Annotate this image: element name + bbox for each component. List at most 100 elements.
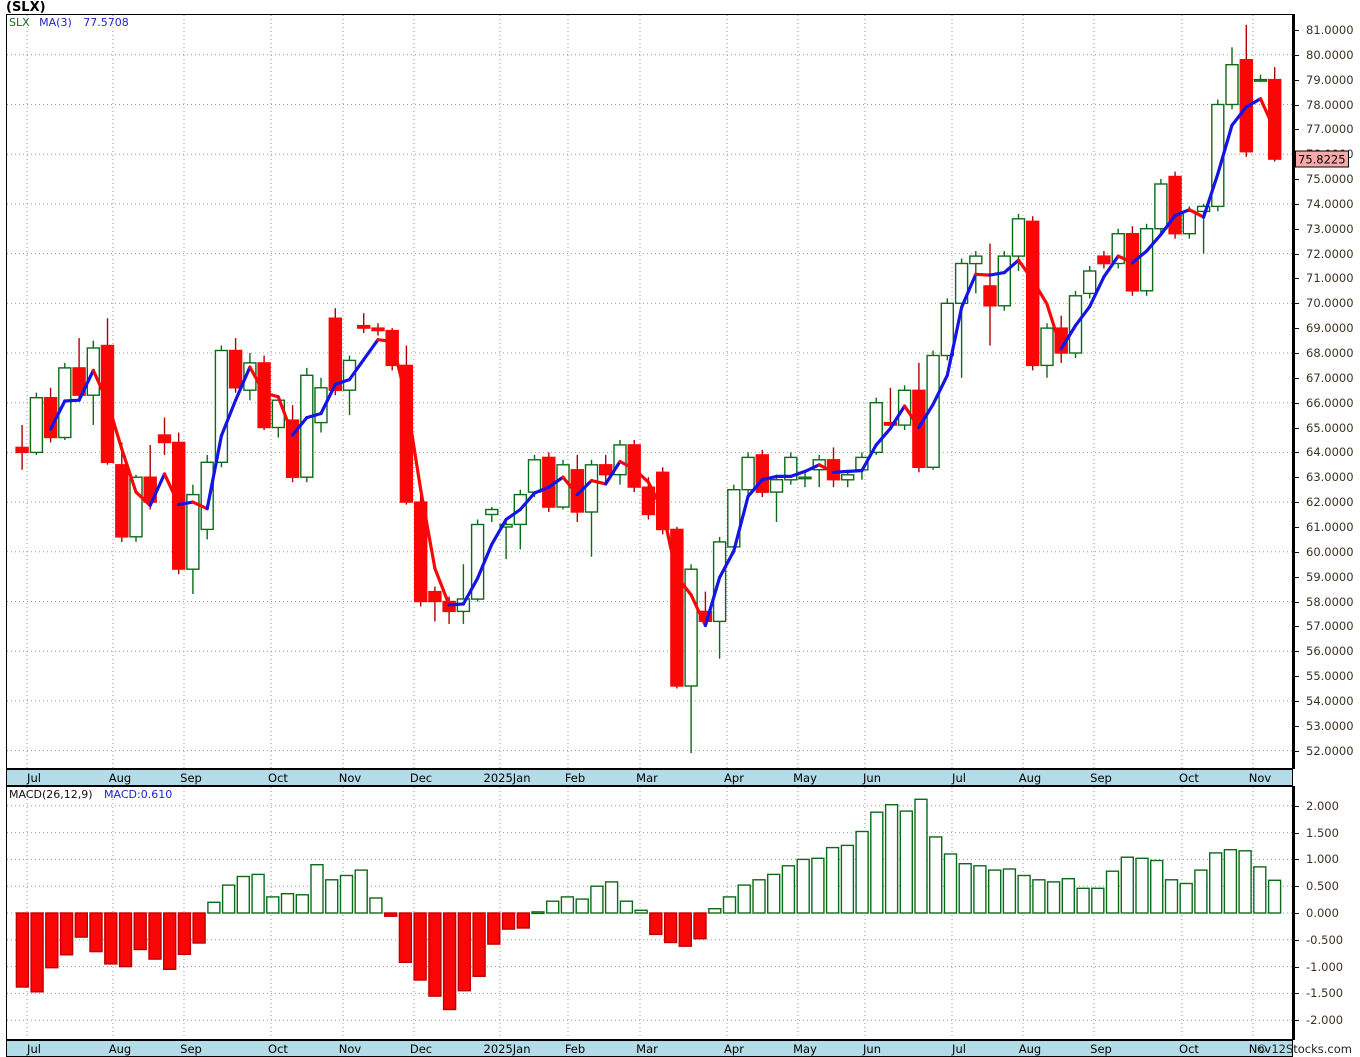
price-axis-label: 75.0000 bbox=[1306, 172, 1354, 186]
price-axis-tick bbox=[1293, 278, 1299, 280]
date-axis-label: Jun bbox=[863, 1042, 881, 1056]
macd-axis-tick bbox=[1293, 939, 1299, 941]
macd-axis-tick bbox=[1293, 886, 1299, 888]
macd-axis-label: 1.000 bbox=[1306, 852, 1339, 867]
date-axis-label: Sep bbox=[180, 1042, 202, 1056]
date-axis-label: May bbox=[793, 771, 817, 785]
date-axis-label: Jul bbox=[27, 771, 41, 785]
copyright-notice: © 12Stocks.com bbox=[1256, 1042, 1352, 1056]
price-legend-value: 77.5708 bbox=[83, 16, 129, 29]
price-axis-label: 59.0000 bbox=[1306, 569, 1354, 584]
date-axis-label: Jul bbox=[952, 1042, 966, 1056]
date-axis-label: Sep bbox=[180, 771, 202, 785]
price-axis-label: 72.0000 bbox=[1306, 246, 1354, 261]
price-axis-label: 62.0000 bbox=[1306, 495, 1354, 510]
macd-axis-tick bbox=[1293, 805, 1299, 807]
price-axis-label: 57.0000 bbox=[1306, 619, 1354, 634]
macd-value-axis: -2.000 -1.500 -1.000 -0.500 0.000 0.500 1.000 1… bbox=[1293, 786, 1360, 1040]
price-axis-label: 65.0000 bbox=[1306, 420, 1354, 435]
price-legend-symbol: SLX bbox=[9, 16, 30, 29]
price-axis-tick bbox=[1293, 402, 1299, 404]
macd-axis-tick bbox=[1293, 913, 1299, 914]
date-axis-label: Oct bbox=[1179, 1042, 1199, 1056]
date-axis-label: Aug bbox=[1018, 1042, 1042, 1056]
price-axis-tick bbox=[1293, 328, 1299, 330]
date-axis-label: Nov bbox=[1248, 1042, 1272, 1056]
date-axis-label: Apr bbox=[724, 771, 744, 785]
price-axis-label: 56.0000 bbox=[1306, 644, 1354, 659]
date-axis-label: Nov bbox=[338, 1042, 362, 1056]
price-axis-label: 73.0000 bbox=[1306, 221, 1354, 236]
macd-legend-label: MACD(26,12,9) bbox=[9, 788, 93, 801]
date-axis-label: Oct bbox=[268, 1042, 288, 1056]
macd-axis-label: -2.000 bbox=[1306, 1013, 1344, 1028]
macd-legend: MACD(26,12,9) MACD:0.610 bbox=[9, 788, 172, 801]
price-chart-canvas bbox=[7, 15, 1292, 768]
price-axis-label: 79.0000 bbox=[1306, 72, 1354, 87]
macd-chart-panel[interactable]: MACD(26,12,9) MACD:0.610 bbox=[6, 786, 1293, 1040]
date-axis-label: Dec bbox=[409, 771, 433, 785]
price-axis-label: 61.0000 bbox=[1306, 519, 1354, 534]
price-axis-label: 58.0000 bbox=[1306, 594, 1354, 609]
price-axis-tick bbox=[1293, 353, 1299, 354]
macd-axis-label: -1.000 bbox=[1306, 959, 1344, 974]
macd-date-axis: Jul Aug Sep Oct Nov Dec 2025Jan Feb Mar Apr May Jun… bbox=[6, 1040, 1293, 1057]
price-axis-label: 77.0000 bbox=[1306, 122, 1354, 137]
price-axis-tick bbox=[1293, 725, 1299, 727]
price-axis-tick bbox=[1293, 129, 1299, 131]
date-axis-label: Mar bbox=[636, 1042, 658, 1056]
date-axis-label: May bbox=[793, 1042, 817, 1056]
price-axis-label: 81.0000 bbox=[1306, 22, 1354, 37]
date-axis-label: Feb bbox=[564, 771, 586, 785]
price-axis-tick bbox=[1293, 576, 1299, 578]
date-axis-label: Apr bbox=[724, 1042, 744, 1056]
price-axis-tick bbox=[1293, 179, 1299, 180]
date-axis-label: Jul bbox=[27, 1042, 41, 1056]
date-axis-label: Jun bbox=[863, 771, 881, 785]
date-axis-label: Dec bbox=[409, 1042, 433, 1056]
price-axis-tick bbox=[1293, 626, 1299, 628]
price-axis-tick bbox=[1293, 750, 1299, 752]
macd-axis-tick bbox=[1293, 859, 1299, 861]
date-axis-label: Aug bbox=[1018, 771, 1042, 785]
price-axis-tick bbox=[1293, 228, 1299, 230]
price-value-axis: 75.8225 52.0000 53.0000 54.0000 55.0000 56.0… bbox=[1293, 14, 1360, 769]
price-axis-tick bbox=[1293, 700, 1299, 702]
price-axis-tick bbox=[1293, 253, 1299, 255]
price-axis-tick bbox=[1293, 303, 1299, 305]
price-axis-label: 78.0000 bbox=[1306, 97, 1354, 112]
date-axis-label: Oct bbox=[1179, 771, 1199, 785]
price-axis-label: 67.0000 bbox=[1306, 370, 1354, 385]
price-axis-label: 71.0000 bbox=[1306, 271, 1354, 286]
date-axis-label: Jul bbox=[952, 771, 966, 785]
price-axis-label: 69.0000 bbox=[1306, 321, 1354, 336]
price-axis-tick bbox=[1293, 502, 1299, 504]
price-axis-tick bbox=[1293, 203, 1299, 205]
macd-axis-label: -0.500 bbox=[1306, 932, 1344, 947]
macd-axis-tick bbox=[1293, 993, 1299, 995]
price-date-axis: Jul Aug Sep Oct Nov Dec 2025Jan Feb Mar Apr May Jun… bbox=[6, 769, 1293, 786]
macd-axis-tick bbox=[1293, 832, 1299, 834]
date-axis-label: Nov bbox=[1248, 771, 1272, 785]
price-legend: SLX MA(3) 77.5708 bbox=[9, 16, 129, 29]
date-axis-label: Oct bbox=[268, 771, 288, 785]
macd-axis-tick bbox=[1293, 966, 1299, 968]
macd-axis-label: 1.500 bbox=[1306, 825, 1339, 840]
date-axis-label: Aug bbox=[108, 771, 132, 785]
price-axis-label: 80.0000 bbox=[1306, 47, 1354, 62]
price-axis-label: 63.0000 bbox=[1306, 470, 1354, 485]
date-axis-label: Aug bbox=[108, 1042, 132, 1056]
price-axis-tick bbox=[1293, 104, 1299, 106]
price-chart-panel[interactable]: SLX MA(3) 77.5708 bbox=[6, 14, 1293, 769]
price-axis-tick bbox=[1293, 427, 1299, 429]
price-axis-label: 68.0000 bbox=[1306, 346, 1354, 360]
date-axis-label: Mar bbox=[636, 771, 658, 785]
price-axis-label: 54.0000 bbox=[1306, 693, 1354, 708]
last-price-badge: 75.8225 bbox=[1295, 150, 1349, 168]
macd-axis-tick bbox=[1293, 1020, 1299, 1022]
price-axis-tick bbox=[1293, 377, 1299, 379]
date-axis-label: 2025Jan bbox=[483, 1042, 531, 1056]
price-axis-tick bbox=[1293, 601, 1299, 603]
page-title: (SLX) bbox=[6, 0, 46, 15]
date-axis-label: Nov bbox=[338, 771, 362, 785]
